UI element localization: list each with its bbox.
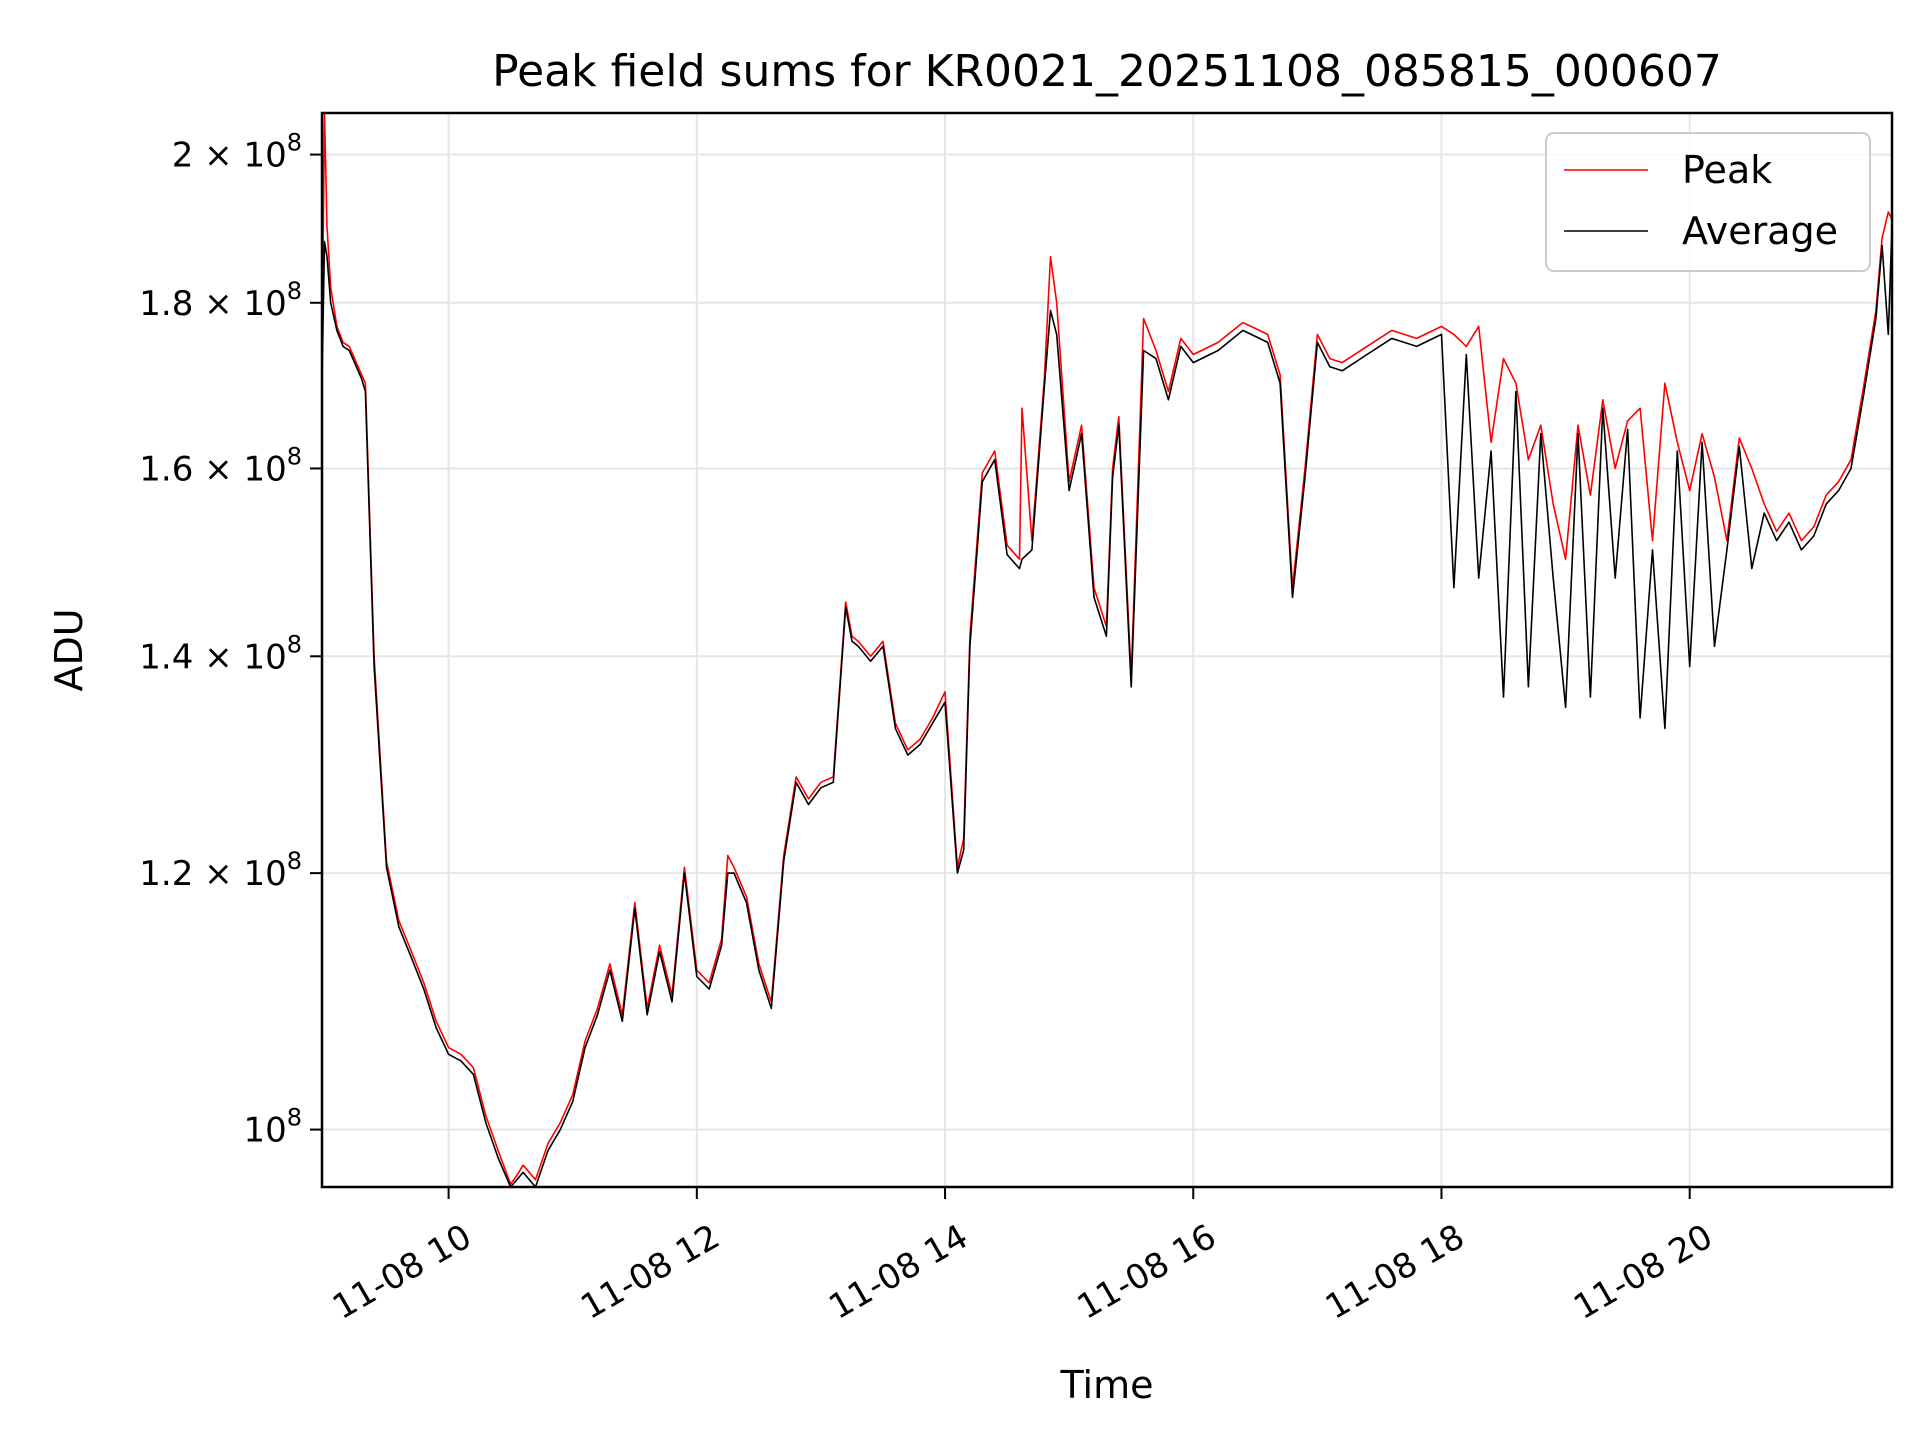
y-tick-label-base: 1.6 × 10: [139, 449, 286, 489]
y-tick-label-base: 1.4 × 10: [139, 637, 286, 677]
y-tick-label-base: 2 × 10: [172, 136, 287, 176]
y-tick-label-exponent: 8: [287, 1104, 302, 1132]
legend-box: [1545, 132, 1871, 272]
plot-area: [321, 112, 1893, 1188]
y-tick-label-base: 1.8 × 10: [139, 284, 286, 324]
y-axis-label: ADU: [47, 608, 91, 691]
y-tick-label-exponent: 8: [287, 847, 302, 875]
chart-title: Peak field sums for KR0021_20251108_0858…: [492, 46, 1722, 97]
legend-label-average: Average: [1682, 209, 1838, 253]
y-tick-label-base: 1.2 × 10: [139, 854, 286, 894]
y-tick-label-exponent: 8: [287, 630, 302, 658]
y-tick-label: 1.2 × 108: [139, 847, 302, 894]
legend-label-peak: Peak: [1682, 148, 1772, 192]
series-line-peak: [321, 112, 1893, 1185]
x-axis-label: Time: [1060, 1363, 1154, 1407]
legend: Peak Average: [1545, 132, 1871, 272]
y-tick-label-exponent: 8: [287, 129, 302, 157]
y-tick-label-exponent: 8: [287, 277, 302, 305]
y-tick-label: 1.8 × 108: [139, 277, 302, 324]
y-tick-label: 1.4 × 108: [139, 630, 302, 677]
grid: [322, 113, 1892, 1187]
y-tick-label: 2 × 108: [172, 129, 302, 176]
y-tick-label-exponent: 8: [287, 442, 302, 470]
y-tick-label: 1.6 × 108: [139, 442, 302, 489]
series-line-average: [321, 226, 1893, 1188]
y-tick-label: 108: [243, 1104, 302, 1151]
y-tick-label-base: 10: [243, 1111, 286, 1151]
plot-frame: [320, 111, 1894, 1189]
